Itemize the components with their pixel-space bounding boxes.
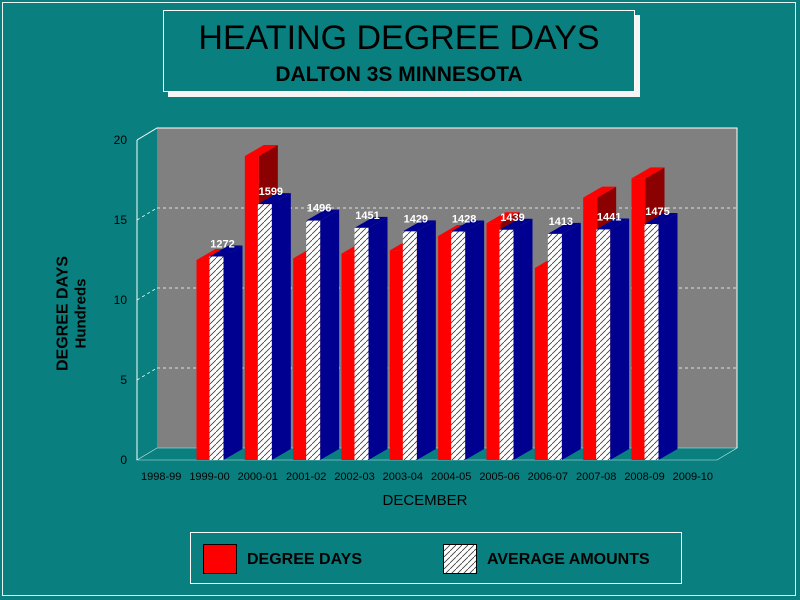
average-amounts-bar-front (402, 231, 417, 460)
average-amounts-bar-top (451, 220, 485, 232)
degree-days-bar-top (244, 145, 278, 156)
average-amounts-bar (402, 220, 436, 460)
average-amounts-bar-front (451, 231, 466, 460)
average-amounts-bar-front (499, 229, 514, 460)
average-amounts-bar-side (658, 213, 678, 460)
average-amounts-bar-side (610, 218, 630, 460)
x-tick-label: 2008-09 (624, 471, 664, 483)
data-label: 1439 (500, 212, 524, 224)
legend: DEGREE DAYS AVERAGE AMOUNTS (190, 532, 682, 584)
degree-days-bar-front (631, 178, 646, 460)
degree-days-bar-top (486, 212, 520, 224)
x-tick-label: 2009-10 (673, 471, 713, 483)
x-tick-label: 2002-03 (334, 471, 374, 483)
degree-days-bar-front (486, 223, 501, 460)
legend-swatch-degree-days (203, 544, 237, 574)
y-tick-label: 0 (120, 453, 127, 467)
average-amounts-bar (644, 213, 678, 460)
average-amounts-bar-top (209, 245, 243, 257)
average-amounts-bar-top (644, 213, 678, 224)
average-amounts-bar-top (257, 193, 291, 205)
average-amounts-bar-front (354, 227, 369, 460)
average-amounts-bar-top (596, 218, 630, 230)
x-axis-label: DECEMBER (382, 492, 468, 509)
x-tick-label: 2004-05 (431, 471, 471, 483)
y-gridline-side (136, 207, 158, 221)
y-tick-label: 15 (114, 213, 128, 227)
average-amounts-bar-side (320, 209, 340, 460)
x-tick-label: 2007-08 (576, 471, 616, 483)
y-tick-label: 5 (120, 373, 127, 387)
degree-days-bar-front (583, 197, 598, 460)
plot-outline (136, 127, 738, 448)
data-label: 1496 (307, 203, 331, 215)
data-label: 1599 (259, 186, 283, 198)
plot-left-wall (137, 128, 157, 460)
data-label: 1272 (210, 238, 234, 250)
average-amounts-bar (306, 209, 340, 460)
average-amounts-bar (596, 218, 630, 460)
average-amounts-bar-side (465, 220, 485, 460)
degree-days-bar-front (244, 156, 259, 460)
data-label: 1475 (645, 206, 669, 218)
degree-days-bar-front (341, 253, 356, 460)
average-amounts-bar-front (257, 204, 272, 460)
data-label: 1428 (452, 214, 476, 226)
degree-days-bar-front (293, 258, 308, 460)
chart-subtitle: DALTON 3S MINNESOTA (275, 63, 523, 86)
title-box: HEATING DEGREE DAYS DALTON 3S MINNESOTA (163, 10, 635, 92)
average-amounts-bar-side (561, 222, 581, 460)
average-amounts-bar-top (402, 220, 436, 232)
legend-label-average-amounts: AVERAGE AMOUNTS (487, 551, 650, 568)
average-amounts-bar (257, 193, 291, 460)
y-tick-label: 20 (114, 133, 128, 147)
degree-days-bar-front (438, 236, 453, 460)
x-tick-label: 1998-99 (141, 471, 181, 483)
y-gridline-side (136, 287, 158, 301)
x-tick-label: 2001-02 (286, 471, 326, 483)
average-amounts-bar-side (223, 245, 243, 460)
degree-days-bar-top (631, 167, 665, 179)
average-amounts-bar-top (306, 209, 340, 221)
average-amounts-bar-top (499, 218, 533, 230)
average-amounts-bar-side (271, 193, 291, 460)
x-tick-label: 2005-06 (479, 471, 519, 483)
average-amounts-bar (354, 216, 388, 460)
average-amounts-bar-front (596, 229, 611, 460)
data-label: 1441 (597, 211, 621, 223)
x-tick-label: 2006-07 (528, 471, 568, 483)
data-label: 1429 (404, 213, 428, 225)
average-amounts-bar (209, 245, 243, 460)
average-amounts-bar (451, 220, 485, 460)
x-tick-label: 2000-01 (238, 471, 278, 483)
average-amounts-bar (499, 218, 533, 460)
degree-days-bar-front (389, 250, 404, 460)
chart-title: HEATING DEGREE DAYS (198, 19, 600, 57)
average-amounts-bar-front (306, 220, 321, 460)
degree-days-bar-top (583, 186, 617, 198)
y-tick-label: 10 (114, 293, 128, 307)
legend-label-degree-days: DEGREE DAYS (247, 551, 362, 568)
average-amounts-bar (547, 222, 581, 460)
data-label: 1451 (355, 210, 379, 222)
degree-days-bar-front (196, 260, 211, 460)
average-amounts-bar-side (513, 218, 533, 460)
average-amounts-bar-side (416, 220, 436, 460)
y-gridline-side (136, 367, 158, 381)
average-amounts-bar-top (547, 222, 581, 234)
x-tick-label: 2003-04 (383, 471, 423, 483)
legend-swatch-average-amounts (443, 544, 477, 574)
degree-days-bar-front (534, 268, 549, 460)
average-amounts-bar-front (209, 256, 224, 460)
x-tick-label: 1999-00 (189, 471, 229, 483)
average-amounts-bar-top (354, 216, 388, 228)
average-amounts-bar-front (644, 224, 659, 460)
data-label: 1413 (549, 216, 573, 228)
average-amounts-bar-side (368, 216, 388, 460)
average-amounts-bar-front (547, 233, 562, 460)
